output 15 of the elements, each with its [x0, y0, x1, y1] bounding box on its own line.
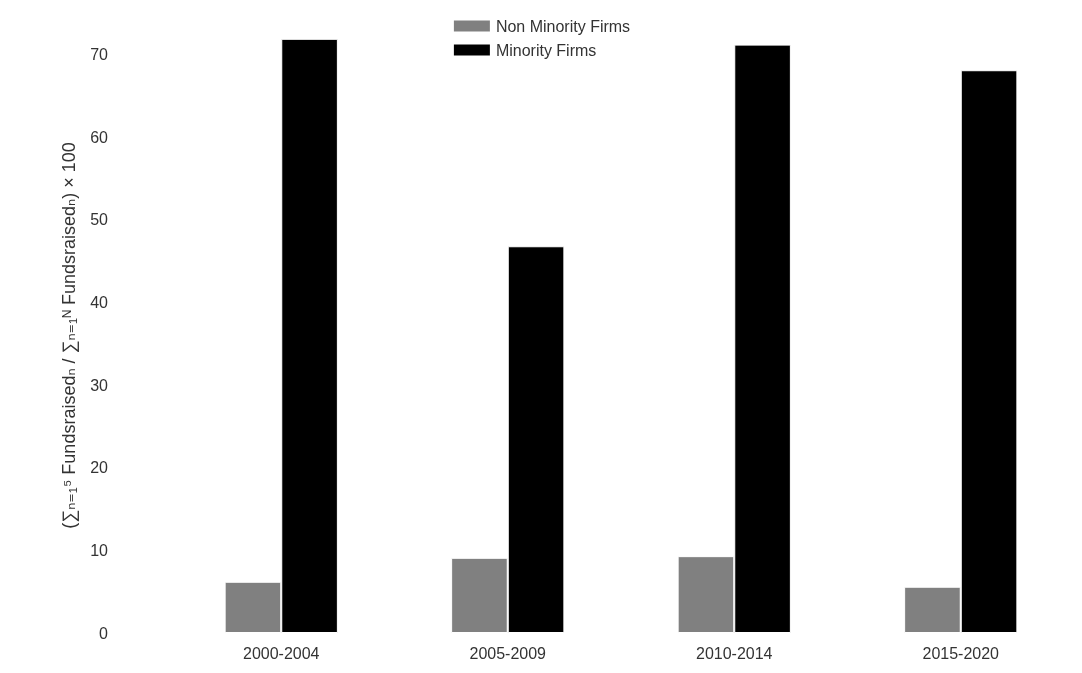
x-tick-label: 2000-2004 [242, 644, 320, 662]
x-tick-label: 2015-2020 [922, 644, 1000, 662]
x-tick-label: 2010-2014 [695, 644, 773, 662]
x-tick-label: 2005-2009 [469, 644, 547, 662]
y-axis-title: (∑ₙ₌₁⁵ Fundsraisedₙ / ∑ₙ₌₁ᴺ Fundsraisedₙ) × 100 [59, 142, 79, 529]
y-tick-label: 70 [90, 46, 109, 64]
y-tick-label: 30 [90, 376, 109, 394]
y-tick-label: 40 [90, 293, 109, 311]
y-tick-label: 60 [90, 128, 109, 146]
y-tick-label: 50 [90, 211, 109, 229]
legend-label: Minority Firms [495, 41, 597, 59]
y-tick-label: 10 [90, 541, 109, 559]
y-tick-label: 20 [90, 459, 109, 477]
y-tick-label: 0 [99, 624, 109, 642]
legend-label: Non Minority Firms [495, 17, 631, 35]
